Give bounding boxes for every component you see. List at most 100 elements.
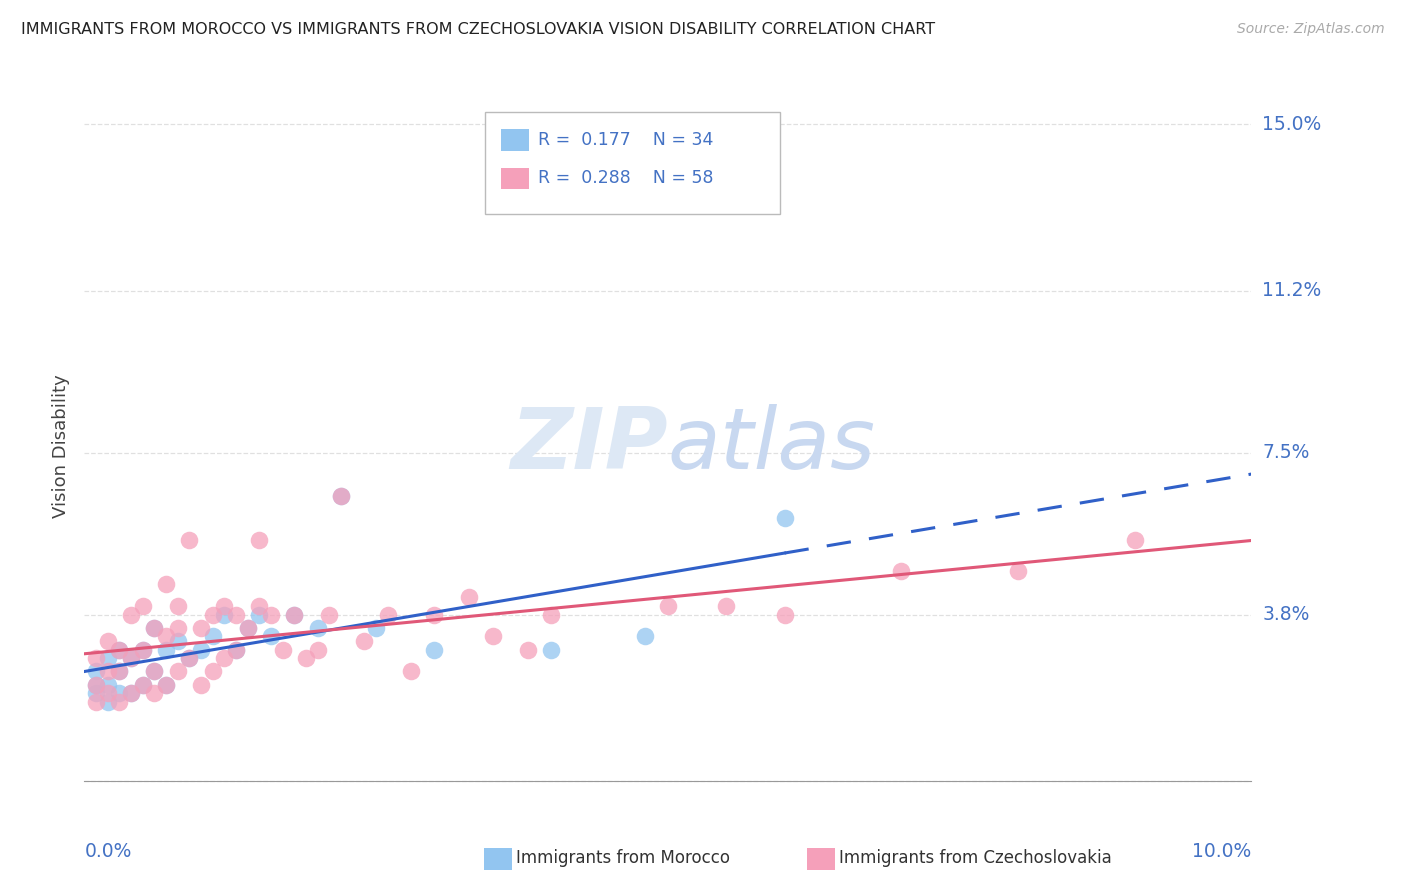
Point — [120, 607, 142, 622]
Point — [236, 621, 259, 635]
Point — [1007, 564, 1029, 578]
Point — [143, 665, 166, 679]
Point — [283, 607, 305, 622]
Point — [190, 677, 212, 691]
Point — [155, 677, 177, 691]
Point — [201, 629, 224, 643]
Point — [540, 642, 562, 657]
Point — [190, 621, 212, 635]
Point — [423, 607, 446, 622]
Point — [366, 621, 388, 635]
Point — [773, 607, 796, 622]
Point — [225, 642, 247, 657]
Point — [132, 677, 155, 691]
Point — [214, 651, 236, 665]
Point — [132, 677, 155, 691]
Point — [225, 607, 247, 622]
Point — [155, 577, 177, 591]
Point — [84, 677, 107, 691]
Point — [214, 607, 236, 622]
Point — [108, 665, 131, 679]
Point — [330, 489, 353, 503]
Point — [143, 665, 166, 679]
Point — [516, 642, 538, 657]
Y-axis label: Vision Disability: Vision Disability — [52, 374, 70, 518]
Point — [84, 695, 107, 709]
Point — [295, 651, 318, 665]
Point — [120, 686, 142, 700]
Point — [120, 651, 142, 665]
Point — [773, 511, 796, 525]
Point — [155, 642, 177, 657]
Point — [190, 642, 212, 657]
Point — [108, 686, 131, 700]
Point — [155, 629, 177, 643]
Point — [97, 633, 120, 648]
Point — [84, 686, 107, 700]
Point — [97, 677, 120, 691]
Point — [260, 607, 283, 622]
Text: R =  0.288    N = 58: R = 0.288 N = 58 — [538, 169, 714, 187]
Point — [236, 621, 259, 635]
Point — [97, 651, 120, 665]
Point — [166, 599, 188, 613]
Point — [377, 607, 399, 622]
Point — [84, 665, 107, 679]
Point — [108, 695, 131, 709]
Text: 7.5%: 7.5% — [1263, 443, 1310, 462]
Text: IMMIGRANTS FROM MOROCCO VS IMMIGRANTS FROM CZECHOSLOVAKIA VISION DISABILITY CORR: IMMIGRANTS FROM MOROCCO VS IMMIGRANTS FR… — [21, 22, 935, 37]
Text: 10.0%: 10.0% — [1192, 842, 1251, 861]
Text: 15.0%: 15.0% — [1263, 115, 1322, 134]
Point — [166, 621, 188, 635]
Point — [214, 599, 236, 613]
Point — [120, 686, 142, 700]
Point — [166, 633, 188, 648]
Point — [283, 607, 305, 622]
Point — [482, 629, 505, 643]
Point — [657, 599, 679, 613]
Point — [540, 607, 562, 622]
Point — [201, 607, 224, 622]
Point — [179, 533, 201, 548]
Point — [1123, 533, 1146, 548]
Text: 0.0%: 0.0% — [84, 842, 132, 861]
Point — [108, 642, 131, 657]
Point — [84, 651, 107, 665]
Text: atlas: atlas — [668, 404, 876, 488]
Point — [458, 590, 481, 604]
Point — [132, 599, 155, 613]
Point — [108, 642, 131, 657]
Point — [84, 677, 107, 691]
Point — [155, 677, 177, 691]
Text: R =  0.177    N = 34: R = 0.177 N = 34 — [538, 131, 714, 149]
Point — [307, 621, 329, 635]
Point — [399, 665, 422, 679]
Point — [97, 665, 120, 679]
Point — [633, 629, 655, 643]
Text: 3.8%: 3.8% — [1263, 605, 1310, 624]
Text: Immigrants from Czechoslovakia: Immigrants from Czechoslovakia — [839, 849, 1112, 867]
Point — [132, 642, 155, 657]
Point — [890, 564, 912, 578]
Point — [179, 651, 201, 665]
Point — [260, 629, 283, 643]
Point — [307, 642, 329, 657]
Point — [330, 489, 353, 503]
Point — [166, 665, 188, 679]
Point — [143, 621, 166, 635]
Point — [225, 642, 247, 657]
Point — [179, 651, 201, 665]
Point — [249, 533, 271, 548]
Point — [132, 642, 155, 657]
Point — [716, 599, 738, 613]
Text: 11.2%: 11.2% — [1263, 281, 1322, 300]
Point — [249, 599, 271, 613]
Point — [318, 607, 340, 622]
Point — [120, 651, 142, 665]
Point — [271, 642, 294, 657]
Point — [143, 621, 166, 635]
Point — [97, 686, 120, 700]
Point — [423, 642, 446, 657]
Text: Source: ZipAtlas.com: Source: ZipAtlas.com — [1237, 22, 1385, 37]
Point — [249, 607, 271, 622]
